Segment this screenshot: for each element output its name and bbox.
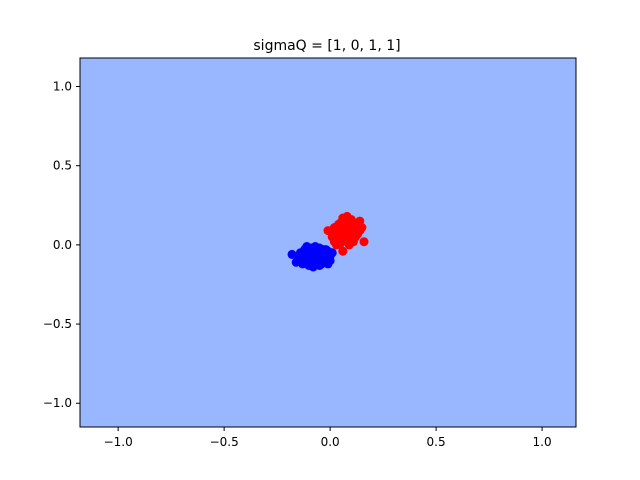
y-tick-label: 1.0 bbox=[53, 80, 72, 94]
scatter-point bbox=[308, 245, 318, 255]
y-tick-label: −1.0 bbox=[43, 396, 72, 410]
plot-area bbox=[80, 58, 576, 427]
x-tick-label: 1.0 bbox=[533, 435, 552, 449]
scatter-point bbox=[342, 211, 352, 221]
x-tick-label: −0.5 bbox=[210, 435, 239, 449]
x-tick-label: −1.0 bbox=[104, 435, 133, 449]
scatter-point bbox=[351, 232, 361, 242]
scatter-point bbox=[338, 246, 348, 256]
y-axis: −1.0 −0.5 0.0 0.5 1.0 bbox=[43, 80, 80, 410]
y-tick-label: 0.5 bbox=[53, 159, 72, 173]
scatter-point bbox=[336, 218, 346, 228]
scatter-point bbox=[348, 219, 358, 229]
scatter-point bbox=[359, 237, 369, 247]
x-axis: −1.0 −0.5 0.0 0.5 1.0 bbox=[104, 427, 552, 449]
y-tick-label: 0.0 bbox=[53, 238, 72, 252]
plot-frame bbox=[79, 57, 577, 428]
scatter-point bbox=[293, 253, 303, 262]
scatter-point bbox=[355, 226, 365, 236]
points-layer bbox=[287, 211, 369, 272]
x-tick-label: 0.0 bbox=[321, 435, 340, 449]
scatter-point bbox=[332, 240, 341, 250]
scatter-point bbox=[329, 230, 339, 240]
scatter-point bbox=[317, 259, 327, 269]
scatter-point bbox=[300, 257, 310, 267]
scatter-point bbox=[321, 245, 331, 255]
y-tick-label: −0.5 bbox=[43, 317, 72, 331]
x-tick-label: 0.5 bbox=[427, 435, 446, 449]
scatter-point bbox=[325, 256, 335, 266]
chart-title: sigmaQ = [1, 0, 1, 1] bbox=[253, 38, 400, 54]
